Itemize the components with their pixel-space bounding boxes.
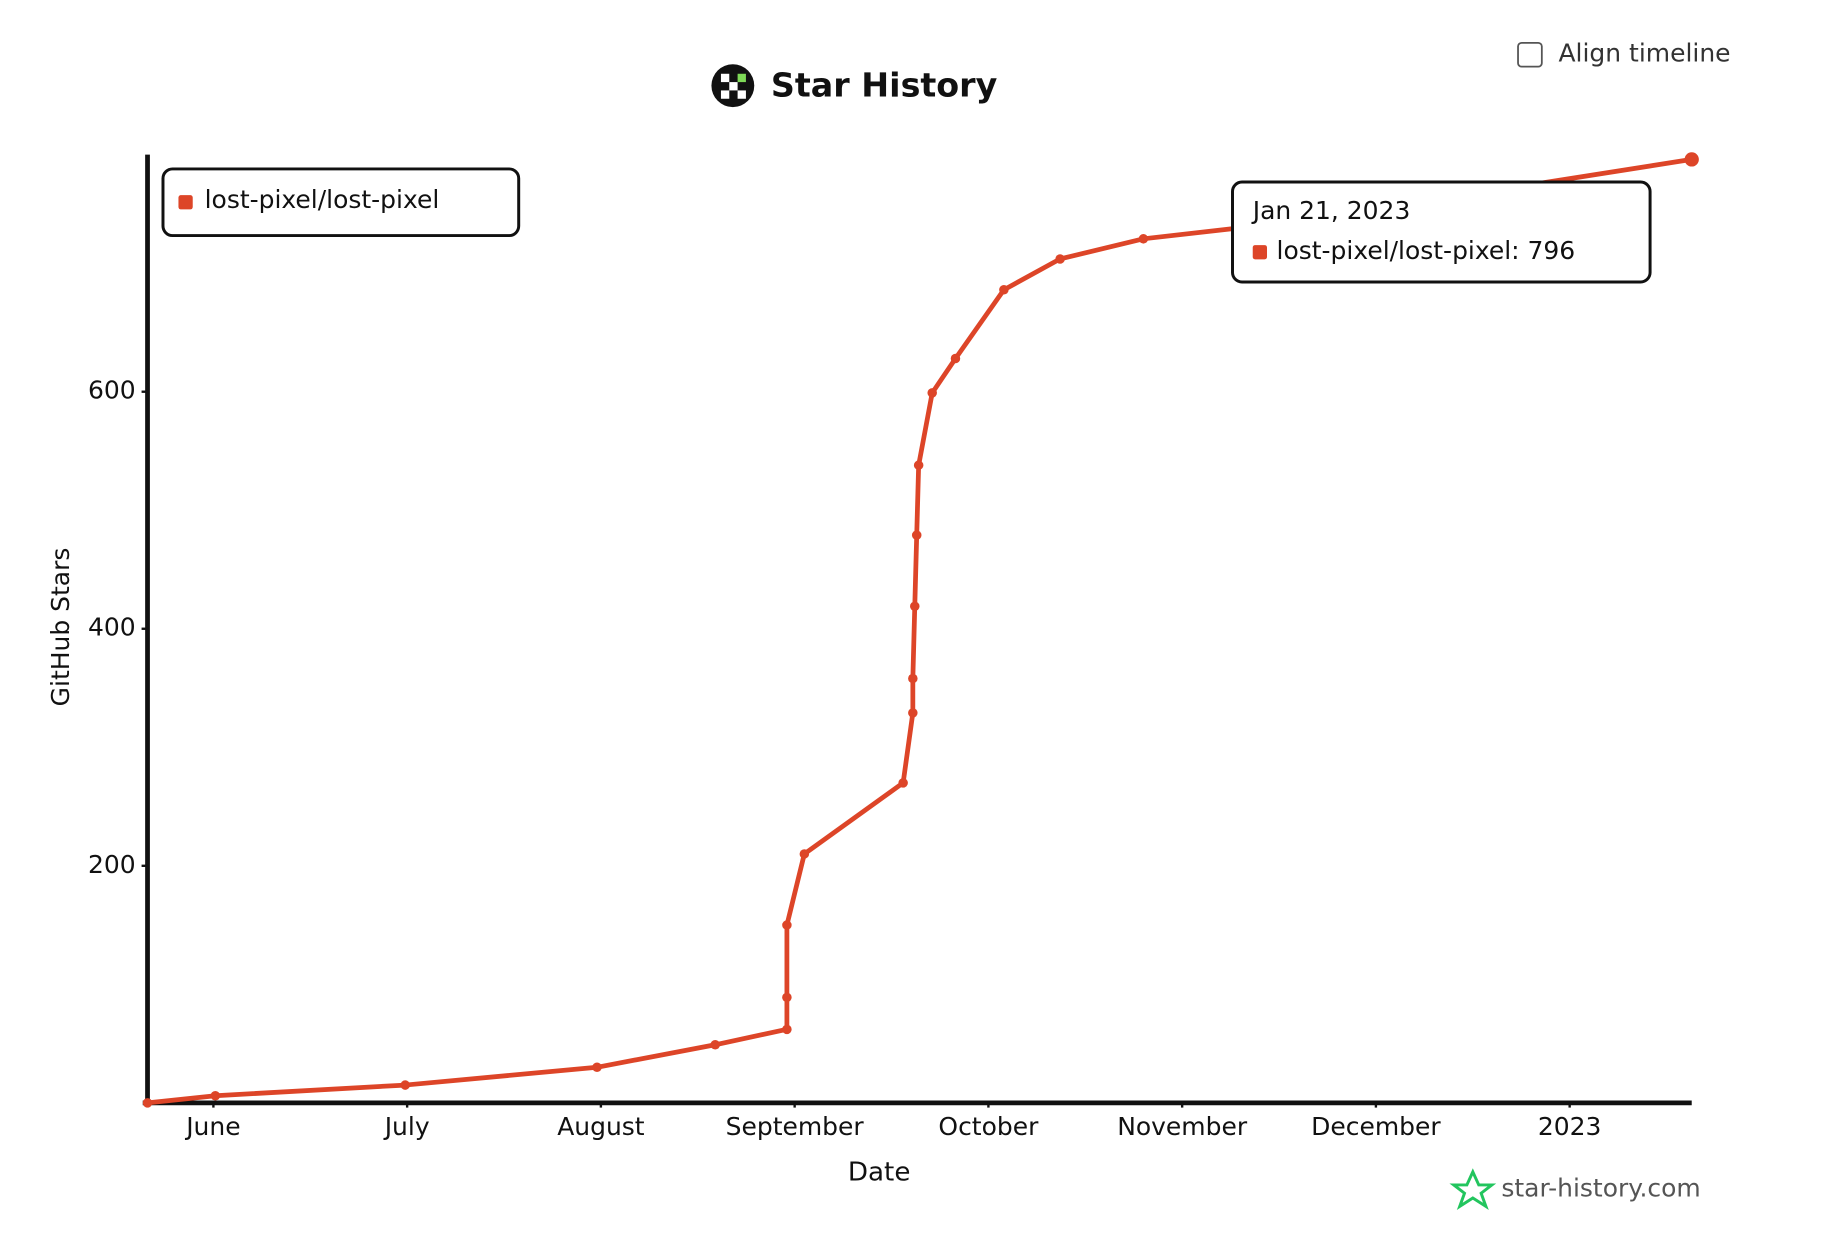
point xyxy=(908,708,918,718)
point xyxy=(710,1040,720,1050)
x-tick-label: July xyxy=(383,1112,430,1141)
y-tick-label: 400 xyxy=(88,613,136,642)
checkbox[interactable] xyxy=(1517,41,1543,68)
point xyxy=(1684,152,1699,167)
point xyxy=(898,778,908,788)
legend: lost-pixel/lost-pixel xyxy=(161,167,521,238)
legend-box xyxy=(161,167,521,238)
x-tick-label: December xyxy=(1311,1112,1441,1141)
point xyxy=(999,285,1009,295)
point xyxy=(782,920,792,930)
point xyxy=(782,992,792,1003)
legend-label: lost-pixel/lost-pixel xyxy=(205,185,440,214)
align-timeline-control[interactable]: Align timeline xyxy=(1517,39,1731,68)
x-axis-title: Date xyxy=(848,1158,911,1188)
point xyxy=(911,530,922,540)
point xyxy=(950,353,961,364)
chart-title: Star History xyxy=(771,65,998,104)
point xyxy=(142,1098,153,1108)
point xyxy=(400,1080,410,1090)
point xyxy=(1138,234,1149,244)
y-tick-label: 600 xyxy=(88,376,136,405)
legend-swatch xyxy=(178,195,193,210)
logo xyxy=(711,64,755,108)
tooltip-swatch xyxy=(1252,245,1268,260)
tooltip-date: Jan 21, 2023 xyxy=(1251,196,1411,225)
watermark: star-history.com xyxy=(1449,1168,1701,1210)
x-tick-label: August xyxy=(557,1112,645,1141)
tooltip-sep: : xyxy=(1511,236,1527,265)
y-tick-label: 200 xyxy=(88,850,136,879)
line xyxy=(147,157,1693,1106)
point xyxy=(782,1024,792,1035)
tooltip-series: lost-pixel/lost-pixel xyxy=(1277,236,1512,265)
tooltip-entry: lost-pixel/lost-pixel: 796 xyxy=(1277,236,1576,265)
point xyxy=(913,460,924,470)
x-tick-label: September xyxy=(726,1112,865,1141)
tooltip-value: 796 xyxy=(1528,236,1576,265)
point xyxy=(1055,254,1065,264)
point xyxy=(592,1062,602,1073)
x-tick-label: June xyxy=(184,1112,240,1141)
point xyxy=(908,673,918,684)
watermark-text: star-history.com xyxy=(1501,1174,1700,1203)
point xyxy=(799,849,810,859)
point xyxy=(910,601,920,611)
checkbox-label[interactable]: Align timeline xyxy=(1558,39,1730,68)
x-tick-label: 2023 xyxy=(1538,1112,1602,1141)
point xyxy=(210,1090,221,1101)
y-axis-title: GitHub Stars xyxy=(46,548,75,707)
tooltip-box xyxy=(1231,180,1652,284)
x-tick-label: October xyxy=(938,1112,1039,1141)
point xyxy=(927,388,937,398)
tooltip: Jan 21, 2023 lost-pixel/lost-pixel: 796 xyxy=(1231,180,1652,284)
x-tick-label: November xyxy=(1117,1112,1248,1141)
